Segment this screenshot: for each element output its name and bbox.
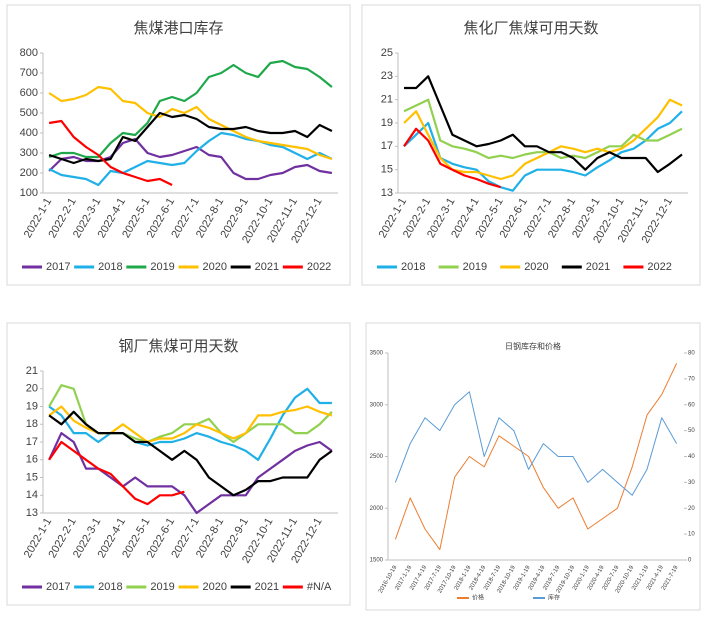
chart-panel: 钢厂焦煤可用天数1314151617181920212022-1-12022-2…: [6, 322, 351, 606]
y-tick-label: 100: [20, 187, 38, 199]
chart-title: 焦煤港口库存: [133, 20, 223, 37]
legend-label: #N/A: [307, 581, 332, 593]
legend-label: 2019: [463, 261, 487, 273]
y-tick-label: 19: [381, 117, 393, 129]
y2-tick-label: 10: [688, 532, 695, 538]
legend-label: 2020: [203, 581, 227, 593]
series-line: [48, 85, 333, 161]
y-tick-label: 800: [20, 47, 38, 59]
legend-label: 2018: [401, 261, 425, 273]
y-tick-label: 18: [26, 418, 38, 430]
y2-tick-label: 80: [688, 351, 695, 357]
y-tick-label: 16: [26, 454, 38, 466]
legend-label: 2022: [647, 261, 671, 273]
legend-label: 2017: [46, 261, 70, 273]
legend-label: 价格: [472, 594, 484, 602]
chart-panel: 焦化厂焦煤可用天数131517192123252022-1-12022-2-12…: [361, 4, 701, 286]
y-tick-label: 19: [26, 400, 38, 412]
series-line: [394, 391, 678, 496]
y2-tick-label: 40: [688, 454, 695, 460]
y-tick-label: 25: [381, 47, 393, 59]
y-tick-label: 3500: [370, 351, 384, 357]
chart-title: 钢厂焦煤可用天数: [118, 338, 238, 355]
series-line: [48, 410, 333, 497]
series-line: [403, 127, 502, 189]
y-tick-label: 15: [381, 164, 393, 176]
y-tick-label: 13: [26, 507, 38, 519]
series-line: [48, 59, 333, 159]
y-tick-label: 13: [381, 187, 393, 199]
series-line: [404, 75, 683, 174]
y-tick-label: 3000: [370, 402, 384, 408]
y2-tick-label: 70: [688, 376, 695, 382]
y-tick-label: 21: [381, 94, 393, 106]
y-tick-label: 300: [20, 147, 38, 159]
chart-panel: 日钢库存和价格 1500 2000 2500 3000 3500 0 10 20 30 40 50 60…: [365, 322, 701, 611]
legend-label: 2019: [150, 261, 174, 273]
legend-label: 2022: [307, 261, 331, 273]
legend-label: 2018: [98, 261, 122, 273]
y-tick-label: 21: [26, 365, 38, 377]
panel-border: [361, 4, 701, 286]
legend-label: 2021: [255, 261, 279, 273]
chart-panel: 焦煤港口库存1002003004005006007008002022-1-120…: [6, 4, 351, 286]
series-line: [403, 98, 683, 160]
y-tick-label: 400: [20, 127, 38, 139]
panel-border: [6, 4, 351, 286]
legend-label: 2021: [255, 581, 279, 593]
series-line: [48, 111, 333, 165]
legend-label: 库存: [548, 594, 560, 602]
y-tick-label: 1500: [370, 558, 384, 564]
panel-border: [6, 322, 351, 606]
y-tick-label: 14: [26, 489, 38, 501]
y-tick-label: 15: [26, 471, 38, 483]
y-tick-label: 500: [20, 107, 38, 119]
legend-label: 2018: [98, 581, 122, 593]
y2-tick-label: 0: [688, 558, 692, 564]
legend-label: 2019: [150, 581, 174, 593]
chart-title: 焦化厂焦煤可用天数: [463, 20, 598, 37]
y2-tick-label: 20: [688, 506, 695, 512]
y-tick-label: 2500: [370, 454, 384, 460]
series-line: [48, 432, 333, 515]
series-line: [403, 110, 683, 192]
y-tick-label: 20: [26, 383, 38, 395]
series-line: [48, 131, 333, 187]
legend-label: 2020: [203, 261, 227, 273]
y-tick-label: 200: [20, 167, 38, 179]
legend-label: 2017: [46, 581, 70, 593]
y2-tick-label: 60: [688, 402, 695, 408]
y-tick-label: 17: [381, 140, 393, 152]
series-line: [48, 119, 173, 186]
y-tick-label: 600: [20, 87, 38, 99]
y2-tick-label: 50: [688, 428, 695, 434]
y-tick-label: 700: [20, 67, 38, 79]
chart-title: 日钢库存和价格: [505, 341, 561, 351]
y-tick-label: 2000: [370, 506, 384, 512]
y-tick-label: 17: [26, 436, 38, 448]
legend-label: 2021: [586, 261, 610, 273]
legend-label: 2020: [524, 261, 548, 273]
y2-tick-label: 30: [688, 480, 695, 486]
series-line: [48, 440, 185, 506]
series-line: [394, 363, 678, 551]
y-tick-label: 23: [381, 70, 393, 82]
